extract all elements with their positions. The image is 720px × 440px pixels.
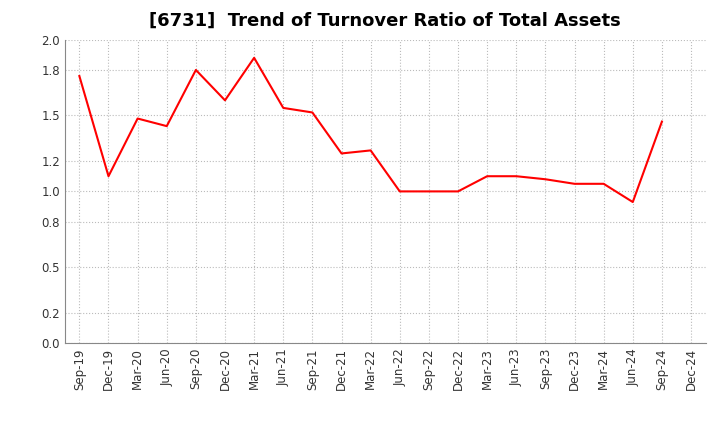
Title: [6731]  Trend of Turnover Ratio of Total Assets: [6731] Trend of Turnover Ratio of Total …	[149, 12, 621, 30]
